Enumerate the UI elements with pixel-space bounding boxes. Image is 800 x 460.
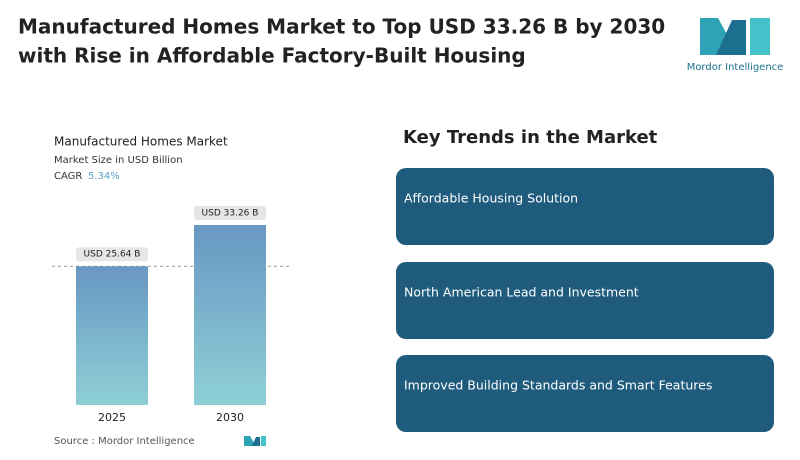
cagr-value: 5.34% <box>88 171 120 182</box>
logo-text: Mordor Intelligence <box>687 62 784 73</box>
trend-text: North American Lead and Investment <box>404 285 639 300</box>
value-label: USD 25.64 B <box>84 250 141 260</box>
trend-card <box>396 262 774 339</box>
small-logo <box>244 436 266 446</box>
trend-text: Improved Building Standards and Smart Fe… <box>404 378 712 393</box>
value-label: USD 33.26 B <box>202 209 259 219</box>
bar <box>76 266 148 405</box>
title-line: with Rise in Affordable Factory-Built Ho… <box>18 44 526 68</box>
source: Source : Mordor Intelligence <box>54 436 195 447</box>
chart-subtitle: Market Size in USD Billion <box>54 155 183 166</box>
cagr-label: CAGR <box>54 171 82 182</box>
trend-card <box>396 355 774 432</box>
x-tick-label: 2030 <box>216 411 244 424</box>
bar <box>194 225 266 405</box>
chart-title: Manufactured Homes Market <box>54 135 228 149</box>
logo <box>700 18 770 55</box>
trends-title: Key Trends in the Market <box>403 127 658 148</box>
x-tick-label: 2025 <box>98 411 126 424</box>
title-line: Manufactured Homes Market to Top USD 33.… <box>18 15 665 39</box>
value-label-box <box>76 247 148 262</box>
trend-card <box>396 168 774 245</box>
trend-text: Affordable Housing Solution <box>404 191 578 206</box>
value-label-box <box>194 206 266 220</box>
